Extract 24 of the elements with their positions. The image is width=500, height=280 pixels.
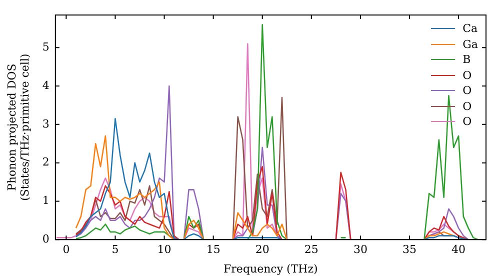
y-tick-label: 5	[42, 40, 50, 54]
x-axis-title: Frequency (THz)	[224, 262, 318, 276]
y-tick-label: 4	[42, 78, 50, 92]
x-tick-label: 15	[206, 243, 220, 256]
y-tick-label: 2	[42, 156, 50, 169]
x-tick-label: 30	[353, 243, 368, 256]
legend-label: Ca	[462, 21, 478, 36]
legend-label: O	[462, 68, 472, 83]
legend-label: Ga	[462, 36, 478, 52]
x-tick-label: 0	[62, 243, 70, 256]
legend-label: O	[462, 98, 472, 114]
legend-label: O	[462, 83, 472, 98]
y-tick-label: 3	[42, 117, 50, 130]
x-tick-label: 40	[452, 243, 466, 256]
x-tick-label: 5	[112, 243, 119, 256]
x-tick-label: 20	[255, 243, 270, 256]
x-tick-label: 35	[402, 243, 416, 256]
x-tick-label: 25	[304, 243, 318, 256]
legend-label: B	[462, 52, 471, 68]
legend-label: O	[462, 114, 472, 130]
y-tick-label: 0	[42, 232, 50, 246]
y-tick-label: 1	[42, 194, 50, 208]
y-axis-title: Phonon projected DOS (States/THz·primitive cell)	[5, 54, 32, 201]
x-tick-label: 10	[157, 243, 172, 256]
